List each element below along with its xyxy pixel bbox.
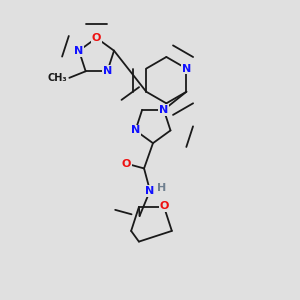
Text: O: O [92, 33, 101, 43]
Text: CH₃: CH₃ [47, 73, 67, 83]
Text: N: N [131, 125, 140, 135]
Text: N: N [146, 186, 154, 196]
Text: N: N [182, 64, 191, 74]
Text: O: O [122, 159, 131, 169]
Text: O: O [160, 201, 169, 212]
Text: N: N [74, 46, 84, 56]
Text: N: N [103, 66, 112, 76]
Text: N: N [159, 105, 168, 115]
Text: H: H [157, 183, 166, 193]
